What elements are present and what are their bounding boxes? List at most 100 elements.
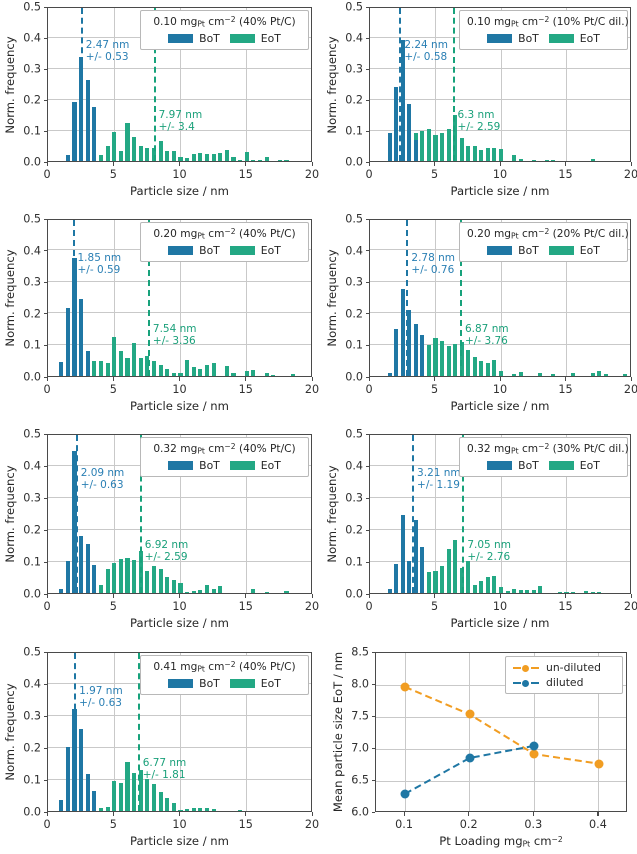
gridline-vertical bbox=[180, 653, 181, 811]
gridline-vertical bbox=[469, 653, 471, 811]
bar-eot bbox=[531, 589, 536, 593]
bar-eot bbox=[191, 591, 196, 593]
bar-eot bbox=[158, 569, 163, 593]
x-tick-mark bbox=[434, 162, 436, 166]
bar-eot bbox=[98, 155, 104, 161]
legend-swatch-bot bbox=[168, 460, 194, 470]
bar-eot bbox=[98, 807, 104, 811]
x-tick-mark bbox=[112, 812, 114, 816]
bar-eot bbox=[466, 350, 471, 376]
legend-entries: BoT EoT bbox=[466, 243, 621, 257]
y-tick-label: 6.0 bbox=[351, 805, 369, 819]
bar-eot bbox=[277, 160, 282, 161]
y-tick-mark bbox=[43, 344, 47, 346]
bar-eot bbox=[584, 590, 589, 593]
gridline-vertical bbox=[180, 435, 181, 593]
legend-swatch-eot bbox=[548, 33, 574, 43]
bar-eot bbox=[485, 362, 490, 376]
bar-eot bbox=[492, 147, 497, 161]
gridline-horizontal bbox=[48, 312, 311, 314]
legend-entry-bot: BoT bbox=[168, 32, 220, 45]
y-tick-mark bbox=[43, 130, 47, 132]
x-tick-mark bbox=[245, 812, 247, 816]
legend-entry-eot: EoT bbox=[229, 32, 281, 45]
x-tick-label: 20 bbox=[304, 600, 320, 613]
x-tick-label: 15 bbox=[558, 600, 573, 613]
y-tick-label: 0.5 bbox=[23, 427, 41, 441]
bar-eot bbox=[165, 150, 170, 161]
x-tick-mark bbox=[499, 594, 501, 598]
bar-eot bbox=[284, 160, 289, 161]
bar-eot bbox=[244, 152, 249, 161]
x-tick-label: 20 bbox=[623, 168, 637, 181]
bar-eot bbox=[590, 373, 595, 376]
y-tick-label: 0.5 bbox=[23, 645, 41, 659]
x-tick-mark bbox=[112, 162, 114, 166]
mean-line-eot bbox=[459, 220, 462, 376]
bar-eot bbox=[446, 548, 451, 593]
bar-eot bbox=[185, 359, 190, 376]
x-tick-mark bbox=[630, 377, 632, 381]
bar-eot bbox=[118, 350, 123, 376]
bar-eot bbox=[597, 370, 602, 376]
bar-eot bbox=[597, 592, 602, 593]
y-tick-label: 0.4 bbox=[345, 459, 363, 473]
bar-eot bbox=[433, 135, 438, 161]
annotation-bot-value: 2.09 nm bbox=[80, 467, 125, 479]
y-tick-label: 0.1 bbox=[345, 555, 363, 569]
bar-eot bbox=[231, 373, 236, 376]
y-tick-mark bbox=[371, 683, 375, 685]
bar-eot bbox=[479, 150, 484, 161]
y-tick-label: 0.5 bbox=[345, 427, 363, 441]
legend-swatch-eot bbox=[548, 460, 574, 470]
y-tick-mark bbox=[43, 68, 47, 70]
legend: 0.20 mgPt cm−2 (20% Pt/C dil.) BoT EoT bbox=[459, 222, 629, 262]
x-tick-label: 20 bbox=[623, 383, 637, 396]
x-axis-label: Particle size / nm bbox=[450, 184, 550, 198]
x-tick-mark bbox=[179, 162, 181, 166]
legend-swatch-bot bbox=[487, 33, 513, 43]
gridline-horizontal bbox=[48, 496, 311, 498]
y-tick-label: 0.3 bbox=[23, 491, 41, 505]
bar-eot bbox=[426, 128, 431, 161]
annotation-eot-value: 6.87 nm bbox=[464, 322, 509, 335]
bar-eot bbox=[244, 371, 249, 376]
gridline-vertical bbox=[598, 653, 600, 811]
x-axis-label: Particle size / nm bbox=[130, 834, 229, 848]
bar-eot bbox=[165, 577, 170, 593]
y-tick-mark bbox=[371, 811, 375, 813]
y-tick-label: 0.2 bbox=[345, 93, 363, 107]
annotation-eot-mean: 6.77 nm +/- 1.81 bbox=[143, 757, 187, 781]
legend-swatch-bot bbox=[168, 245, 194, 255]
legend-title: 0.10 mgPt cm−2 (40% Pt/C) bbox=[153, 15, 296, 29]
bar-eot bbox=[571, 373, 576, 376]
annotation-eot-value: 7.54 nm bbox=[152, 322, 197, 335]
annotation-eot-std: +/- 2.59 bbox=[144, 551, 188, 564]
bar-eot bbox=[551, 159, 556, 161]
legend-label-eot: EoT bbox=[260, 458, 281, 472]
bar-eot bbox=[512, 155, 517, 161]
x-axis-label: Particle size / nm bbox=[450, 399, 550, 413]
legend-entry-eot: EoT bbox=[548, 459, 600, 472]
x-tick-label: 10 bbox=[172, 600, 187, 613]
x-tick-label: 0 bbox=[43, 383, 51, 396]
gridline-vertical bbox=[500, 8, 502, 161]
legend-entry-eot: EoT bbox=[229, 244, 281, 257]
bar-eot bbox=[433, 570, 438, 593]
gridline-horizontal bbox=[48, 778, 311, 780]
x-tick-mark bbox=[630, 594, 632, 598]
y-tick-mark bbox=[43, 683, 47, 685]
gridline-vertical bbox=[435, 435, 436, 593]
gridline-horizontal bbox=[376, 748, 626, 750]
legend-entry-bot: BoT bbox=[487, 459, 539, 472]
x-tick-mark bbox=[565, 594, 567, 598]
bar-eot bbox=[512, 374, 517, 376]
x-tick-label: 0 bbox=[43, 600, 51, 613]
legend-label-un-diluted: un-diluted bbox=[546, 661, 602, 674]
annotation-bot-value: 2.24 nm bbox=[404, 39, 448, 51]
bar-eot bbox=[264, 373, 269, 376]
legend-swatch-eot bbox=[229, 678, 255, 688]
bar-eot bbox=[105, 145, 110, 161]
gridline-vertical bbox=[566, 435, 567, 593]
